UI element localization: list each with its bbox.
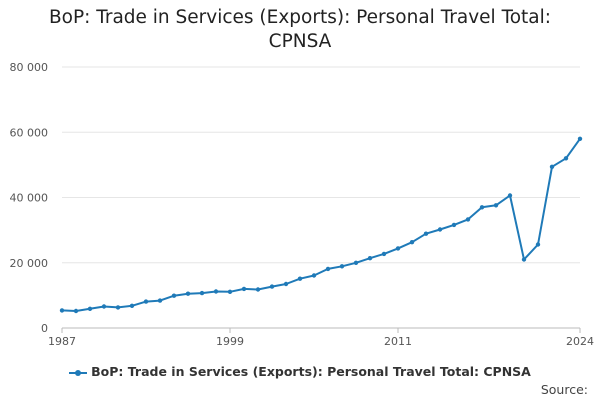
data-point[interactable] (297, 276, 303, 281)
data-point[interactable] (185, 291, 191, 296)
y-tick-label: 0 (41, 322, 48, 335)
data-point[interactable] (87, 306, 93, 311)
data-point[interactable] (143, 299, 149, 304)
data-point[interactable] (255, 287, 261, 292)
legend-swatch (69, 368, 88, 378)
data-point[interactable] (353, 260, 359, 265)
data-point[interactable] (325, 266, 331, 272)
data-point[interactable] (269, 284, 275, 289)
data-point[interactable] (507, 193, 513, 198)
data-point[interactable] (213, 289, 219, 294)
data-point[interactable] (451, 222, 457, 228)
y-tick-label: 60 000 (10, 126, 49, 139)
data-point[interactable] (171, 293, 177, 298)
data-point[interactable] (549, 164, 555, 169)
data-point[interactable] (283, 281, 289, 287)
legend[interactable]: BoP: Trade in Services (Exports): Person… (0, 364, 600, 379)
data-point[interactable] (241, 286, 247, 292)
data-point[interactable] (381, 251, 387, 257)
data-point[interactable] (101, 304, 107, 309)
data-point[interactable] (199, 290, 205, 296)
x-tick-label: 1987 (48, 335, 76, 348)
data-point[interactable] (227, 289, 233, 294)
legend-label: BoP: Trade in Services (Exports): Person… (91, 364, 531, 379)
data-point[interactable] (535, 242, 541, 247)
data-point[interactable] (157, 298, 163, 303)
data-point[interactable] (409, 240, 415, 245)
data-point[interactable] (479, 205, 485, 210)
data-point[interactable] (311, 273, 317, 278)
y-tick-label: 80 000 (10, 61, 49, 74)
data-point[interactable] (437, 227, 443, 232)
x-tick-label: 2024 (566, 335, 594, 348)
data-point[interactable] (493, 203, 499, 208)
data-point[interactable] (129, 303, 135, 308)
data-point[interactable] (73, 308, 79, 314)
data-point[interactable] (59, 308, 65, 313)
series-line (61, 138, 581, 312)
data-point[interactable] (115, 305, 121, 310)
x-tick-label: 1999 (216, 335, 244, 348)
data-point[interactable] (423, 231, 429, 236)
data-point[interactable] (577, 136, 583, 141)
data-point[interactable] (521, 257, 527, 262)
data-point[interactable] (367, 256, 373, 261)
source-label: Source: (540, 382, 588, 397)
y-tick-label: 40 000 (10, 192, 49, 205)
data-point[interactable] (339, 264, 345, 269)
grid-layer (62, 66, 580, 264)
series-layer (59, 136, 583, 314)
data-point[interactable] (563, 156, 569, 161)
axis-layer: 0 20 000 40 000 60 000 80 000 1987 1999 2011 202… (10, 61, 595, 348)
data-point[interactable] (465, 217, 471, 222)
y-tick-label: 20 000 (10, 257, 49, 270)
x-tick-label: 2011 (384, 335, 412, 348)
data-point[interactable] (395, 246, 401, 251)
chart-title: BoP: Trade in Services (Exports): Person… (48, 7, 552, 52)
